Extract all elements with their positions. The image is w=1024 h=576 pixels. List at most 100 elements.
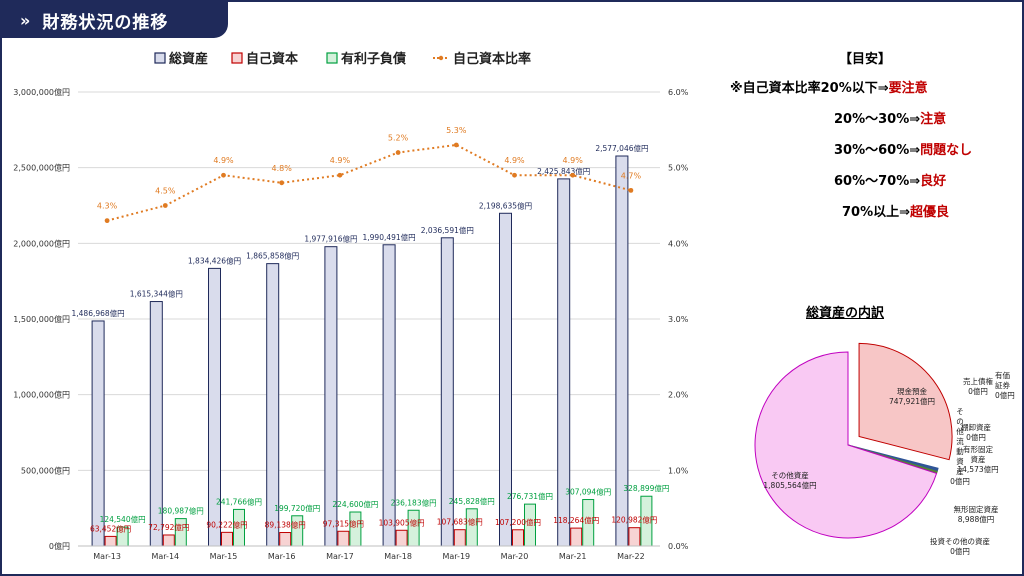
pie-label: その他資産 <box>771 470 809 480</box>
bar <box>279 532 292 547</box>
bar-data-label: 1,834,426億円 <box>188 255 241 265</box>
x-tick-label: Mar-18 <box>384 552 412 561</box>
financial-trend-chart: 0億円 500,000億円 1,000,000億円 1,500,000億円 2,000,… <box>13 51 689 561</box>
bar <box>570 527 583 547</box>
y-tick-label: 2,000,000億円 <box>13 238 70 248</box>
bar-data-label: 124,540億円 <box>100 514 146 524</box>
x-tick-label: Mar-21 <box>559 552 587 561</box>
bar-data-label: 2,198,635億円 <box>479 200 532 210</box>
bar <box>407 509 420 547</box>
bar-data-label: 1,977,916億円 <box>304 234 357 244</box>
guide-heading: 【目安】 <box>838 52 891 67</box>
guide-row: 70%以上⇒超優良 <box>730 203 1000 234</box>
y-tick-label: 3,000,000億円 <box>13 87 70 97</box>
x-tick-label: Mar-19 <box>442 552 470 561</box>
bar-data-label: 90,222億円 <box>206 519 247 529</box>
guide-row-verdict: 良好 <box>920 174 947 189</box>
guide-row-prefix: ※自己資本比率20%以下⇒ <box>730 81 889 96</box>
bar-data-label: 224,600億円 <box>332 499 378 509</box>
line-point <box>221 172 226 178</box>
pie-label: 現金預金 <box>897 386 927 396</box>
pie-label: 有価 <box>995 370 1010 380</box>
guide-row-verdict: 超優良 <box>910 205 950 220</box>
pie-label: 14,573億円 <box>957 464 998 474</box>
pie-label: 0億円 <box>950 476 970 486</box>
line-point <box>512 172 517 178</box>
bar-data-label: 199,720億円 <box>274 503 320 513</box>
line-point <box>453 142 459 148</box>
guide-row-prefix: 70%以上⇒ <box>842 205 911 220</box>
y2-tick-label: 2.0% <box>668 391 689 400</box>
legend-label: 自己資本比率 <box>453 51 531 67</box>
line-data-label: 4.3% <box>97 202 118 211</box>
bar-data-label: 2,036,591億円 <box>421 225 474 235</box>
line-data-label: 5.3% <box>446 126 467 135</box>
y2-tick-label: 0.0% <box>668 542 689 551</box>
legend-swatch <box>231 52 243 64</box>
pie-label: 投資その他の資産 <box>930 536 990 546</box>
y-tick-label: 500,000億円 <box>21 465 70 475</box>
bar-data-label: 180,987億円 <box>158 506 204 516</box>
pie-label: そ <box>956 407 964 416</box>
bar-data-label: 245,828億円 <box>449 496 495 506</box>
x-tick-label: Mar-17 <box>326 552 354 561</box>
y2-tick-label: 1.0% <box>668 466 689 475</box>
line-data-label: 5.2% <box>388 134 409 143</box>
pie-slice <box>858 342 953 461</box>
pie-slice <box>754 351 938 539</box>
bar <box>162 534 175 547</box>
line-data-label: 4.5% <box>155 187 176 196</box>
line-point <box>162 203 168 208</box>
y-tick-label: 2,500,000億円 <box>13 163 70 173</box>
page-title: 財務状況の推移 <box>42 12 169 33</box>
bar-data-label: 72,792億円 <box>148 522 189 532</box>
x-tick-label: Mar-13 <box>93 552 121 561</box>
line-point <box>570 172 576 178</box>
guide-row: 30%～60%⇒問題なし <box>730 141 1000 172</box>
y2-tick-label: 3.0% <box>668 315 689 324</box>
bar-data-label: 107,683億円 <box>437 517 483 527</box>
line-data-label: 4.9% <box>504 156 525 165</box>
pie-label: 無形固定資産 <box>954 504 999 514</box>
line-data-label: 4.9% <box>563 156 584 165</box>
line-point <box>104 218 110 224</box>
guide-row-prefix: 30%～60%⇒ <box>834 143 921 158</box>
bar <box>628 527 641 547</box>
x-tick-label: Mar-16 <box>268 552 296 561</box>
bar-data-label: 120,982億円 <box>611 515 657 525</box>
pie-label: 0億円 <box>995 390 1015 400</box>
bar-data-label: 2,425,843億円 <box>537 166 590 176</box>
bar-data-label: 103,905億円 <box>379 517 425 527</box>
y2-tick-label: 5.0% <box>668 164 689 173</box>
line-point <box>628 187 634 193</box>
bar-data-label: 1,486,968億円 <box>72 308 125 318</box>
title-bar: » 財務状況の推移 <box>2 2 228 38</box>
line-series <box>106 143 632 222</box>
legend-swatch <box>326 52 338 64</box>
bar <box>104 535 117 547</box>
bar-data-label: 241,766億円 <box>216 496 262 506</box>
bar-data-label: 1,865,858億円 <box>246 251 299 261</box>
guide-row-verdict: 注意 <box>920 112 947 127</box>
pie-label: 証券 <box>995 380 1010 390</box>
y-tick-label: 0億円 <box>49 541 70 551</box>
pie-label: 資産 <box>971 454 986 464</box>
line-point <box>337 172 343 178</box>
pie-label: 8,988億円 <box>958 514 994 524</box>
asset-breakdown-pie: 現金預金747,921億円その他資産1,805,564億円売上債権0億円有価証券… <box>754 342 1015 556</box>
pie-label: 流 <box>956 436 964 446</box>
pie-label: 0億円 <box>966 432 986 442</box>
bar-data-label: 97,315億円 <box>323 518 364 528</box>
pie-label: 1,805,564億円 <box>763 480 816 490</box>
pie-label: 動 <box>956 447 964 456</box>
bar <box>337 530 350 547</box>
guide-row-verdict: 要注意 <box>888 81 928 96</box>
x-tick-label: Mar-20 <box>501 552 529 561</box>
line-point <box>279 180 285 186</box>
guide-row: 20%～30%⇒注意 <box>730 110 1000 141</box>
equity-ratio-guide: 【目安】 ※自己資本比率20%以下⇒要注意 20%～30%⇒注意 30%～60%… <box>730 48 1000 234</box>
pie-label: 0億円 <box>950 546 970 556</box>
bar-data-label: 118,264億円 <box>553 515 599 525</box>
y2-tick-label: 4.0% <box>668 239 689 248</box>
guide-row-prefix: 60%～70%⇒ <box>834 174 921 189</box>
